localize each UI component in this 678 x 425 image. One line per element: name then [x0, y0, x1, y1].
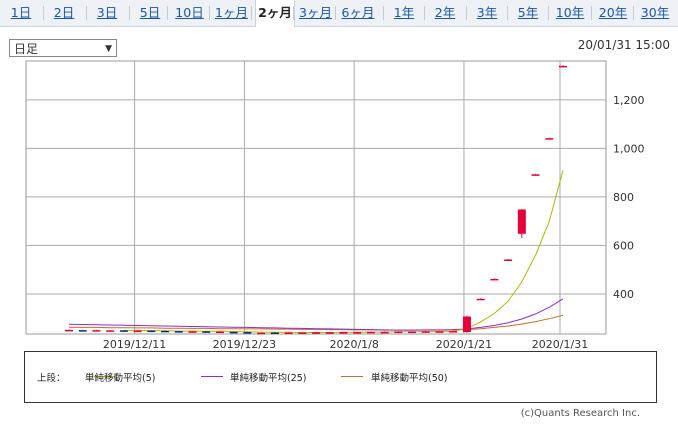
candle-body [92, 330, 101, 332]
tab-1[interactable]: 2日 [53, 5, 75, 20]
candle-body [65, 329, 73, 332]
tab-12[interactable]: 5年 [517, 5, 539, 20]
candle-body [394, 331, 403, 334]
tab-separator [633, 6, 634, 20]
candle-body [476, 298, 485, 301]
candle-body [462, 316, 471, 333]
x-tick-label: 2020/1/31 [532, 338, 588, 350]
tab-separator [129, 6, 130, 20]
series-line-sma25 [68, 298, 564, 331]
tab-0[interactable]: 1日 [10, 5, 32, 20]
candle-body [188, 331, 197, 333]
legend-line-2 [341, 376, 363, 377]
tab-separator [293, 6, 294, 20]
candle-body [312, 332, 320, 334]
candle-body [435, 331, 444, 333]
tab-separator [548, 6, 549, 20]
tab-11[interactable]: 3年 [476, 5, 498, 20]
tab-8[interactable]: 6ヶ月 [341, 5, 375, 20]
candle-body [161, 330, 170, 333]
y-tick-label: 400 [613, 288, 634, 301]
y-tick-label: 1,000 [613, 142, 645, 155]
x-tick-label: 2019/12/23 [213, 338, 276, 350]
candle-body [449, 331, 458, 333]
x-tick-label: 2019/12/11 [103, 338, 166, 350]
candle-body [202, 331, 211, 333]
candle-body [243, 332, 252, 334]
tab-9[interactable]: 1年 [393, 5, 415, 20]
tab-separator [383, 6, 384, 20]
y-tick-label: 600 [613, 239, 634, 252]
candle-body [517, 209, 526, 234]
tab-separator [507, 6, 508, 20]
tab-separator [86, 6, 87, 20]
candle-body [147, 330, 156, 333]
candle-body [421, 331, 430, 333]
legend-label-0: 単純移動平均(5) [85, 373, 156, 384]
legend-label-1: 単純移動平均(25) [230, 373, 307, 384]
tab-separator [167, 6, 168, 20]
timestamp: 20/01/31 15:00 [577, 38, 670, 52]
candle-body [325, 332, 334, 334]
chevron-down-icon: ▼ [105, 44, 112, 54]
legend-prefix: 上段： [37, 373, 66, 384]
candle-body [545, 138, 554, 140]
x-tick-label: 2020/1/21 [436, 338, 492, 350]
candle-body [380, 331, 389, 334]
candle-body [559, 65, 567, 68]
x-tick-label: 2020/1/8 [329, 338, 378, 350]
tab-15[interactable]: 30年 [640, 5, 670, 20]
tab-10[interactable]: 2年 [434, 5, 456, 20]
candle-body [257, 332, 266, 335]
chart-type-select[interactable]: 日足 ▼ [9, 39, 117, 57]
tab-separator [43, 6, 44, 20]
period-tabs: 1日 2日 3日 5日 10日 1ヶ月 2ヶ月 3ヶ月 6ヶ月 1年 2年 3年 5年 10年 20年 30年 [0, 0, 678, 27]
y-tick-label: 800 [613, 191, 634, 204]
candle-body [174, 331, 183, 333]
tab-separator [251, 6, 252, 20]
candle-body [298, 332, 307, 335]
tab-2[interactable]: 3日 [96, 5, 118, 20]
series-line-sma50 [68, 314, 564, 331]
legend-line-1 [201, 376, 223, 377]
legend-label-2: 単純移動平均(50) [371, 373, 448, 384]
legend-line-0 [94, 376, 116, 377]
chart-type-select-value: 日足 [14, 42, 39, 56]
price-chart: 400 600 800 1,000 1,200 2019/12/11 2019/12/23 2… [25, 60, 645, 350]
tab-separator [591, 6, 592, 20]
tab-14[interactable]: 20年 [598, 5, 628, 20]
tab-6[interactable]: 2ヶ月 [255, 0, 295, 27]
candle-body [106, 330, 115, 332]
candle-body [215, 331, 224, 334]
candle-body [490, 278, 499, 281]
candle-body [119, 330, 128, 332]
candle-body [504, 259, 513, 262]
candle-body [339, 332, 348, 334]
tab-3[interactable]: 5日 [139, 5, 161, 20]
plot-area [25, 60, 607, 335]
candle-body [408, 331, 417, 334]
tab-separator [335, 6, 336, 20]
tab-7[interactable]: 3ヶ月 [299, 5, 332, 20]
candle-body [353, 332, 362, 334]
y-tick-label: 1,200 [613, 94, 645, 107]
tab-separator [209, 6, 210, 20]
candle-body [229, 331, 238, 334]
tab-separator [466, 6, 467, 20]
candle-body [270, 332, 279, 335]
candle-body [366, 331, 375, 334]
candle-body [284, 332, 293, 335]
tab-separator [424, 6, 425, 20]
candle-body [78, 330, 87, 332]
tab-4[interactable]: 10日 [175, 5, 204, 20]
tab-13[interactable]: 10年 [555, 5, 585, 20]
candle-body [133, 330, 142, 333]
copyright-text: (c)Quants Research Inc. [520, 408, 640, 419]
tab-5[interactable]: 1ヶ月 [215, 5, 248, 20]
legend: 上段： 単純移動平均(5) 単純移動平均(25) 単純移動平均(50) [24, 351, 657, 403]
candle-body [531, 174, 540, 176]
